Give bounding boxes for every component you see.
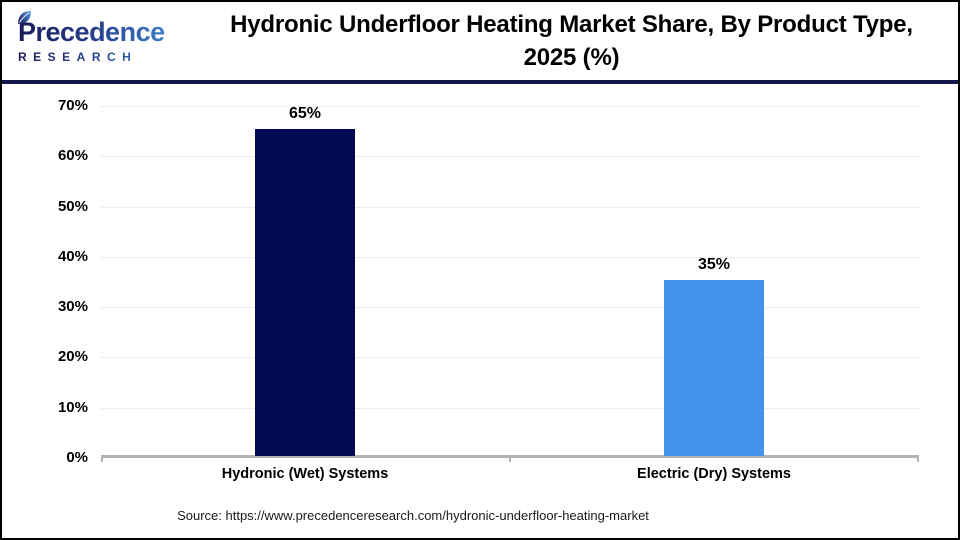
logo-wordmark: Precedence: [18, 18, 197, 47]
y-axis-tick-label: 70%: [57, 97, 88, 114]
gridline: [101, 156, 919, 157]
category-label: Hydronic (Wet) Systems: [221, 466, 389, 482]
logo-subtitle: RESEARCH: [18, 50, 197, 64]
y-axis-tick-label: 60%: [57, 147, 88, 164]
gridline: [101, 207, 919, 208]
gridline: [101, 257, 919, 258]
chart-area: 70% 60% 50% 40% 30% 20% 10% 0% 65% 35%: [2, 84, 958, 538]
source-note: Source: https://www.precedenceresearch.c…: [177, 508, 649, 523]
x-axis-line: [101, 455, 919, 458]
gridline: [101, 357, 919, 358]
y-axis-tick-label: 30%: [57, 298, 88, 315]
category-label: Electric (Dry) Systems: [637, 466, 791, 482]
bar-value-label: 35%: [697, 256, 731, 273]
y-axis-tick-label: 40%: [57, 248, 88, 265]
axis-tick: [917, 458, 919, 462]
axis-tick: [101, 458, 103, 462]
leaf-icon: [18, 11, 31, 25]
gridline: [101, 408, 919, 409]
plot-area: 65% 35% Hydronic (Wet) Systems Electric …: [101, 105, 919, 482]
bar-electric-dry-systems: [664, 280, 764, 456]
header: Precedence RESEARCH Hydronic Underfloor …: [2, 2, 958, 80]
chart-title: Hydronic Underfloor Heating Market Share…: [197, 8, 958, 74]
chart-title-line1: Hydronic Underfloor Heating Market Share…: [230, 10, 913, 38]
y-axis-tick-label: 50%: [57, 198, 88, 215]
precedence-logo: Precedence RESEARCH: [2, 11, 197, 64]
y-axis-tick-label: 0%: [66, 449, 88, 466]
header-divider: [2, 80, 958, 84]
gridline: [101, 106, 919, 107]
bar-group-hydronic-wet: 65%: [255, 105, 355, 456]
gridline: [101, 307, 919, 308]
bar-hydronic-wet-systems: [255, 129, 355, 456]
y-axis-tick-label: 20%: [57, 348, 88, 365]
axis-tick: [509, 458, 511, 462]
bar-value-label: 65%: [288, 105, 322, 122]
bar-group-electric-dry: 35%: [664, 256, 764, 456]
chart-title-line2: 2025 (%): [523, 44, 620, 71]
y-axis-tick-label: 10%: [57, 399, 88, 416]
